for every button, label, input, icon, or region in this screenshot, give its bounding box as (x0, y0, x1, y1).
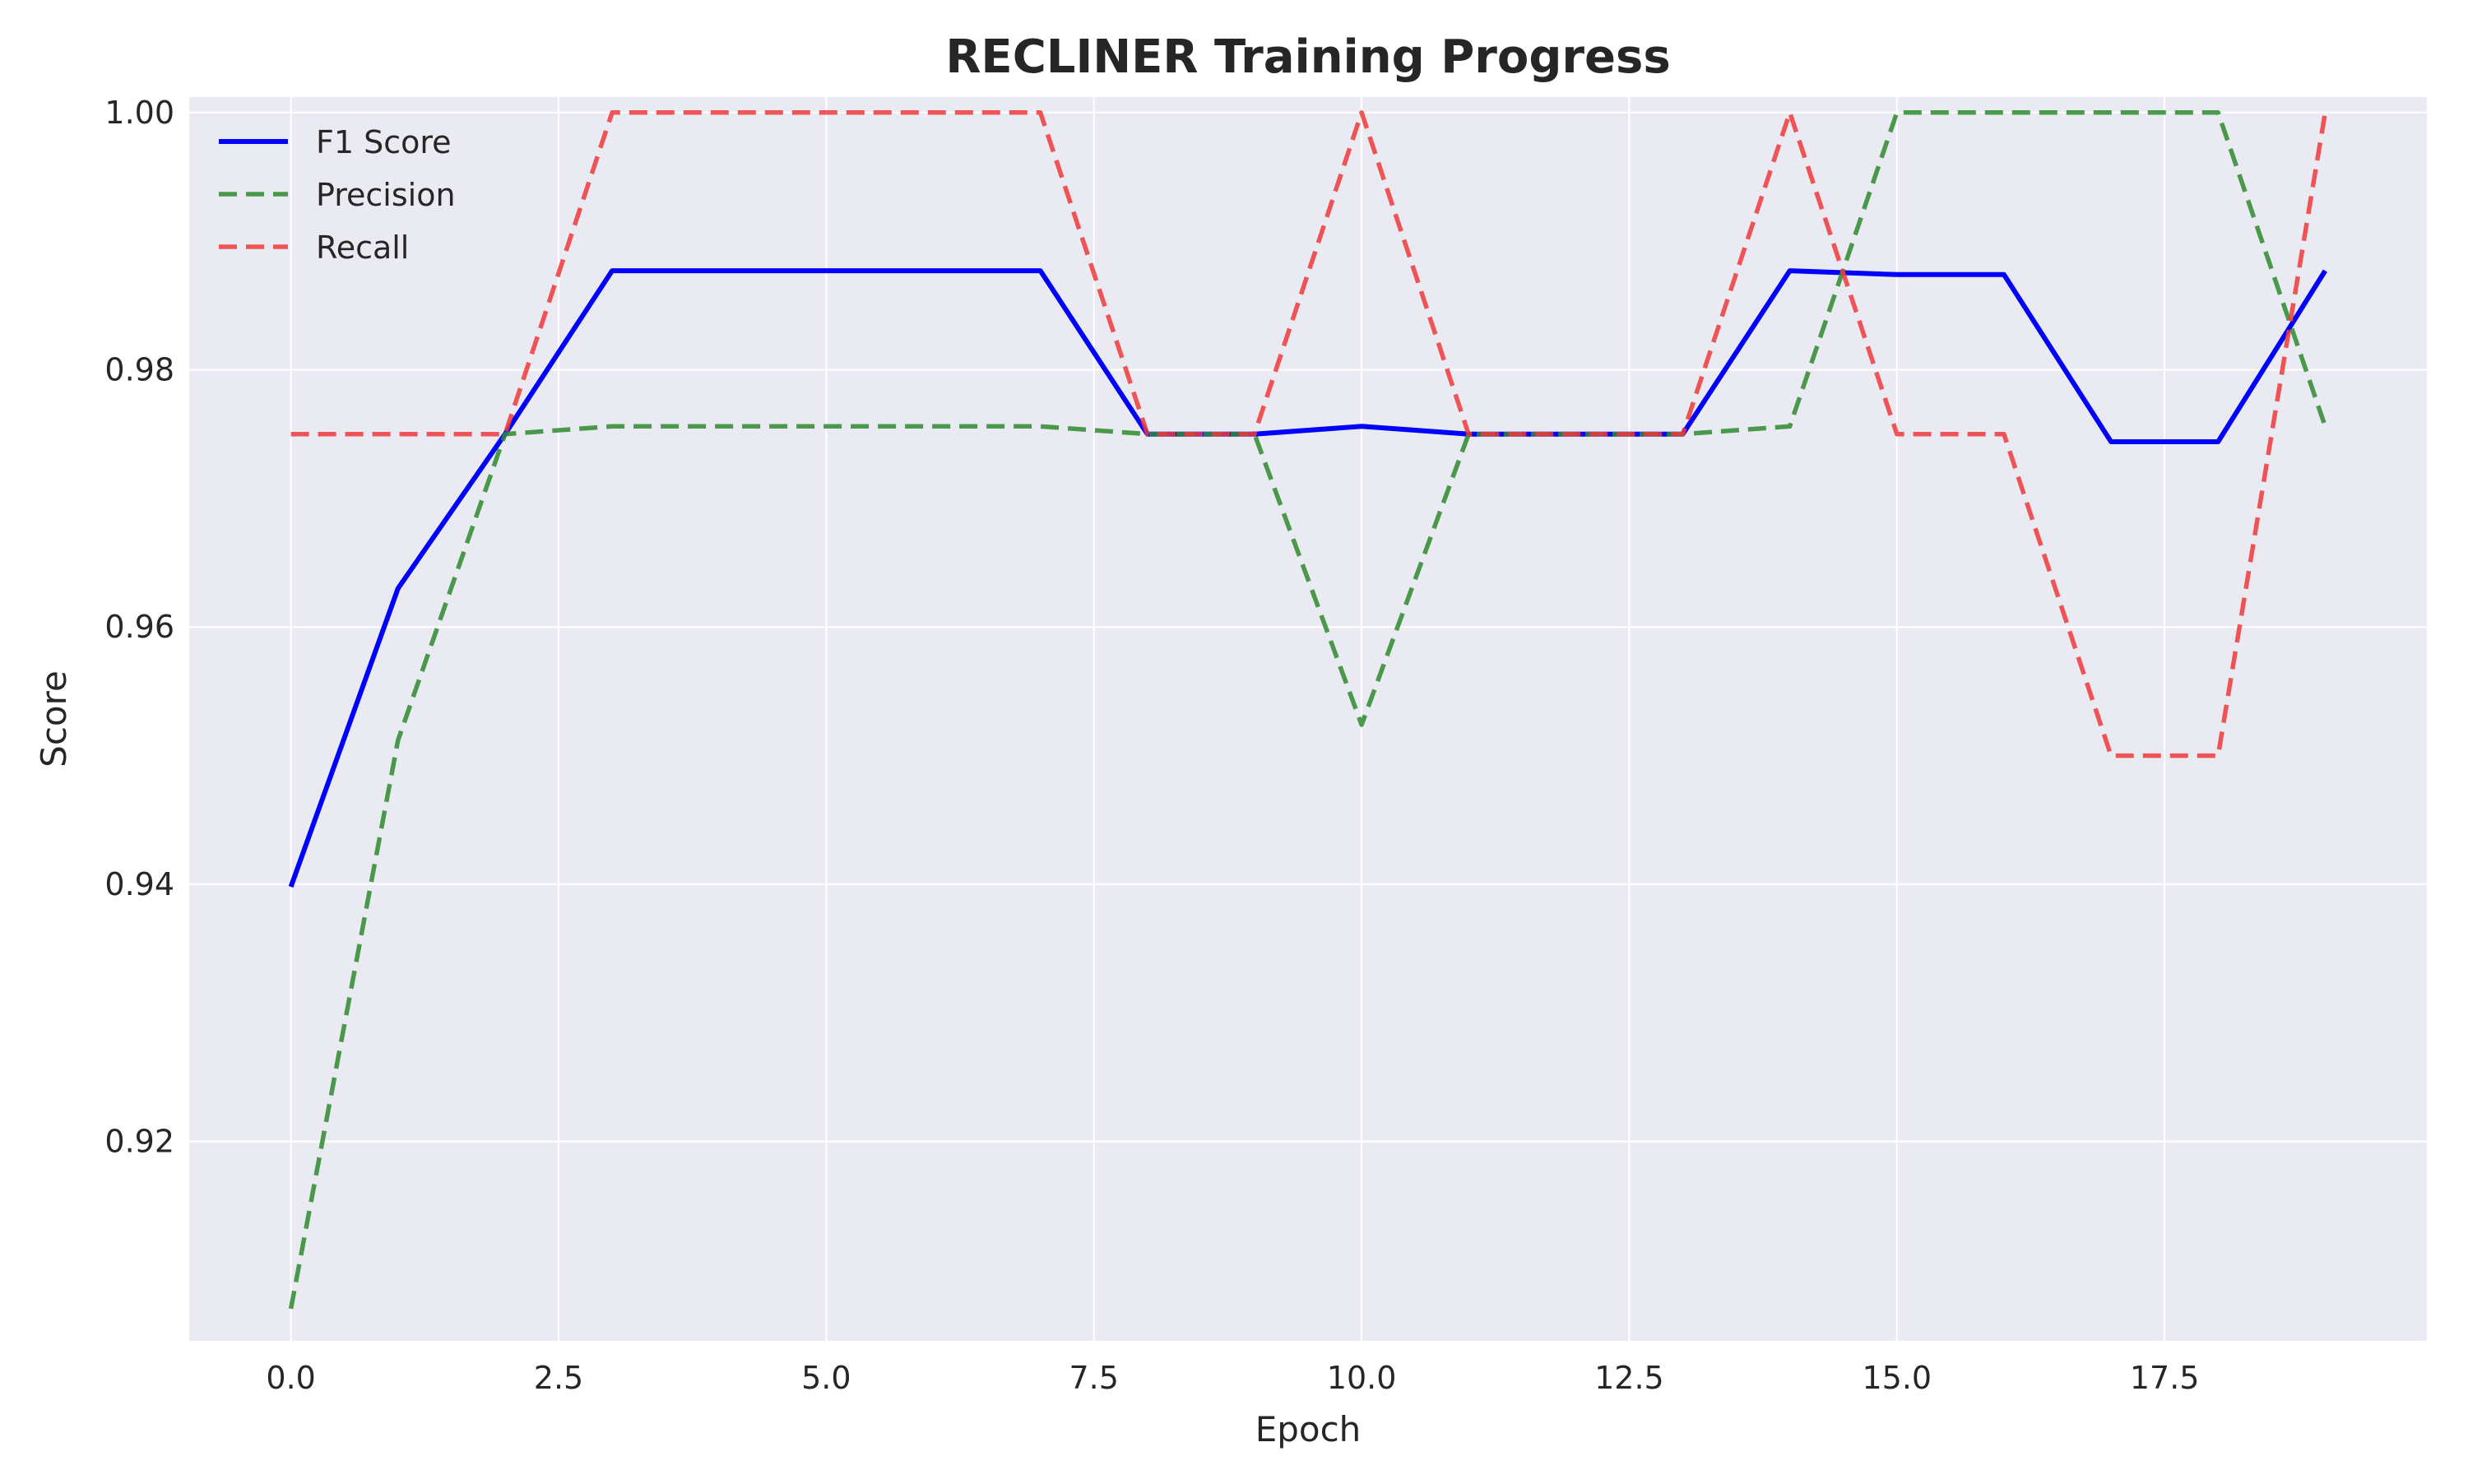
x-tick-label: 5.0 (801, 1360, 851, 1396)
y-axis-title: Score (34, 670, 74, 768)
series-line-precision (288, 110, 2328, 1310)
series-lines (288, 110, 2328, 1310)
y-tick-label: 0.94 (104, 866, 174, 902)
series-line-f1-score (288, 268, 2327, 888)
x-axis-title: Epoch (1255, 1409, 1362, 1449)
y-tick-label: 0.96 (104, 609, 174, 645)
x-tick-label: 0.0 (266, 1360, 315, 1396)
y-axis-ticks: 0.92 0.94 0.96 0.98 1.00 (104, 95, 174, 1160)
y-tick-label: 0.92 (104, 1124, 174, 1160)
plot-area (189, 97, 2427, 1341)
chart-title: RECLINER Training Progress (945, 30, 1670, 84)
x-tick-label: 17.5 (2130, 1360, 2200, 1396)
x-tick-label: 10.0 (1327, 1360, 1397, 1396)
y-tick-label: 0.98 (104, 351, 174, 387)
x-tick-label: 2.5 (534, 1360, 583, 1396)
series-line-recall (290, 110, 2328, 758)
legend-label: Recall (316, 230, 409, 266)
y-tick-label: 1.00 (104, 95, 174, 131)
x-tick-label: 12.5 (1594, 1360, 1664, 1396)
x-tick-label: 7.5 (1069, 1360, 1118, 1396)
grid (189, 97, 2427, 1341)
legend-label: Precision (316, 177, 456, 213)
legend-label: F1 Score (316, 124, 452, 160)
legend: F1 Score Precision Recall (219, 124, 456, 266)
x-axis-ticks: 0.0 2.5 5.0 7.5 10.0 12.5 15.0 17.5 (266, 1360, 2199, 1396)
x-tick-label: 15.0 (1862, 1360, 1932, 1396)
